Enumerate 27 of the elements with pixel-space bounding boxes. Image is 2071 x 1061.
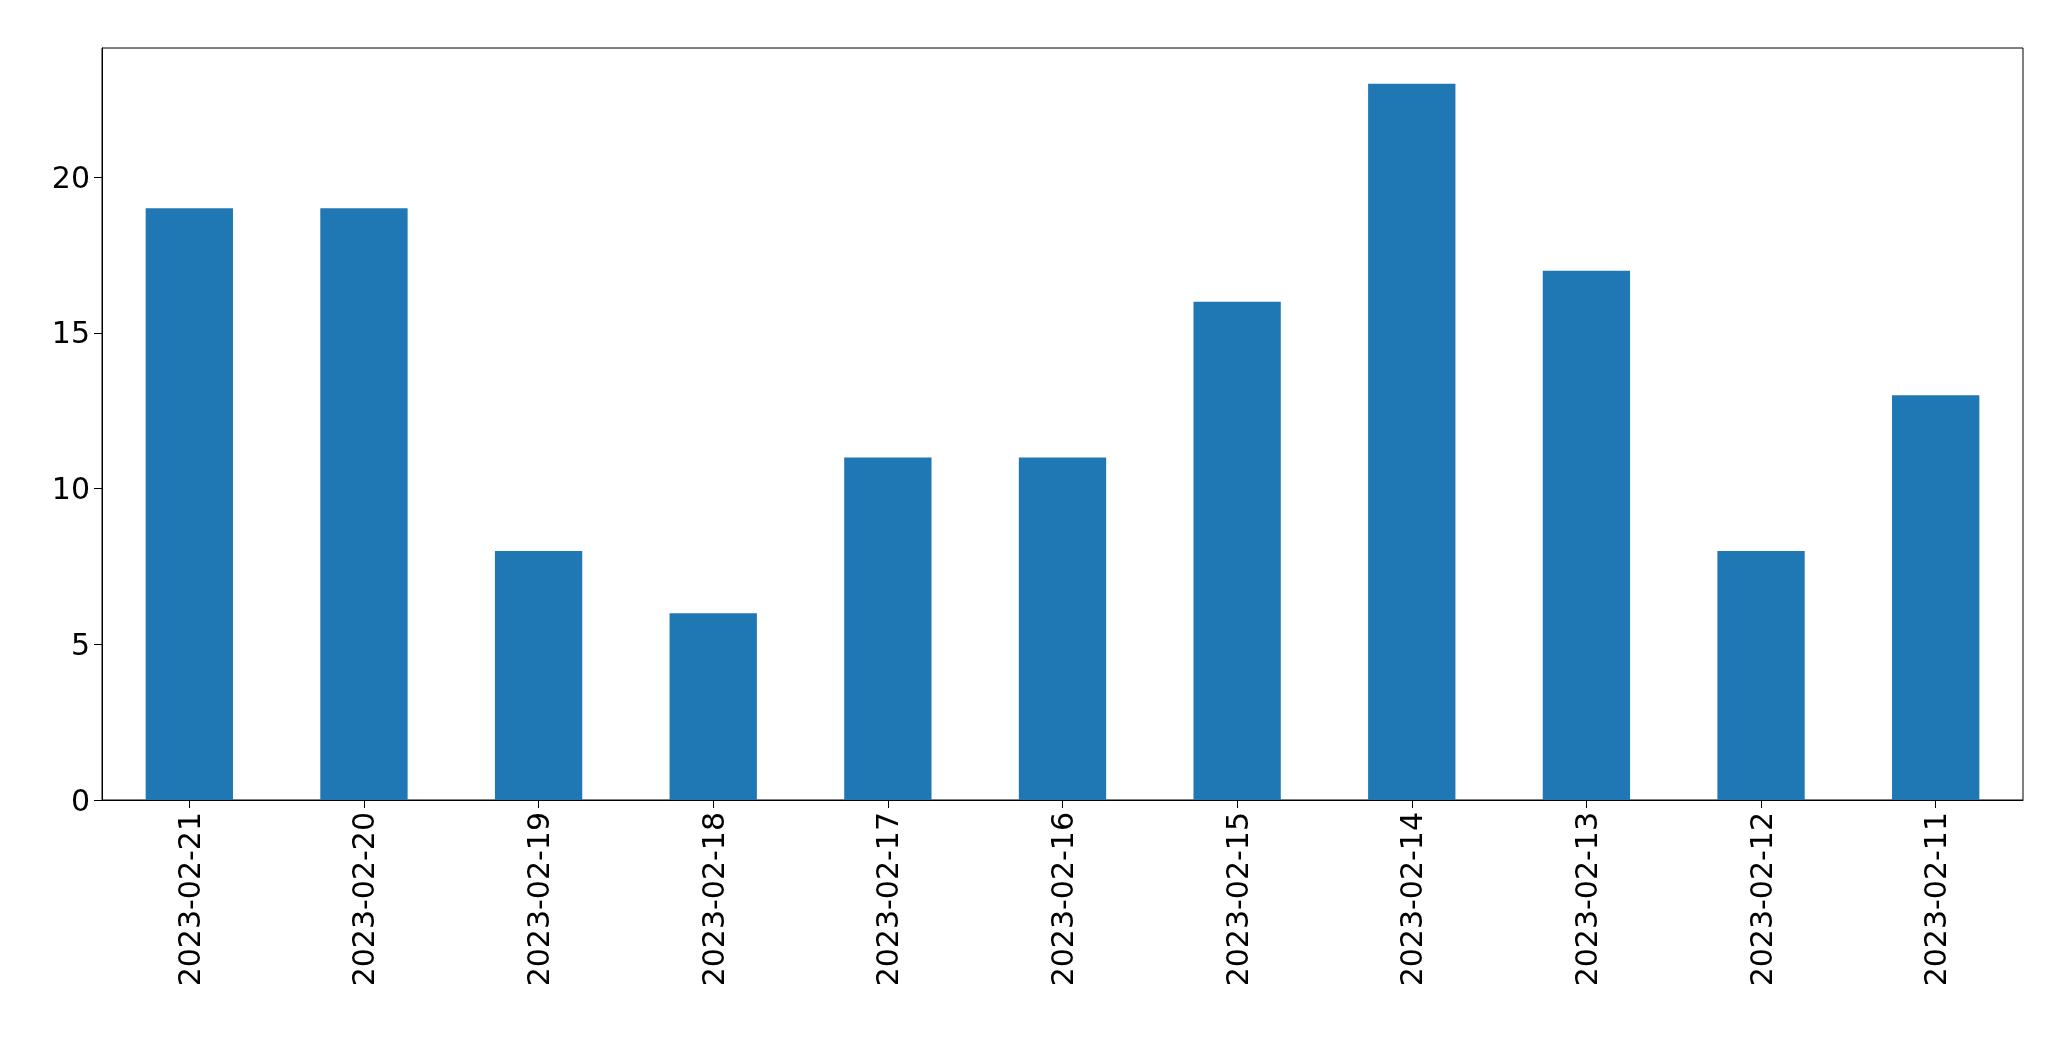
bar <box>1368 83 1456 800</box>
x-tick-label: 2023-02-11 <box>1918 812 1954 987</box>
bar <box>1193 301 1281 800</box>
x-tick-label: 2023-02-15 <box>1219 812 1255 987</box>
bar <box>844 457 932 800</box>
x-tick-label: 2023-02-17 <box>870 812 906 987</box>
x-tick-label: 2023-02-19 <box>521 812 557 987</box>
x-tick-label: 2023-02-14 <box>1394 812 1430 987</box>
bar <box>669 613 757 800</box>
y-tick-label: 5 <box>70 626 90 662</box>
x-tick-label: 2023-02-12 <box>1743 812 1779 987</box>
y-tick-label: 15 <box>51 315 90 351</box>
x-tick-label: 2023-02-21 <box>171 812 207 987</box>
x-tick-label: 2023-02-20 <box>346 812 382 987</box>
bar <box>1542 270 1631 800</box>
x-tick-label: 2023-02-18 <box>695 812 731 987</box>
x-tick-label: 2023-02-16 <box>1045 812 1080 987</box>
x-tick-label: 2023-02-13 <box>1568 812 1604 987</box>
bar <box>494 550 583 800</box>
bar <box>1018 457 1107 800</box>
bar <box>1717 550 1805 800</box>
y-tick-label: 0 <box>70 782 90 818</box>
bar <box>145 208 233 800</box>
y-tick-label: 20 <box>51 159 90 195</box>
bar <box>1892 395 1980 800</box>
bar <box>320 208 408 800</box>
y-tick-label: 10 <box>51 471 90 507</box>
